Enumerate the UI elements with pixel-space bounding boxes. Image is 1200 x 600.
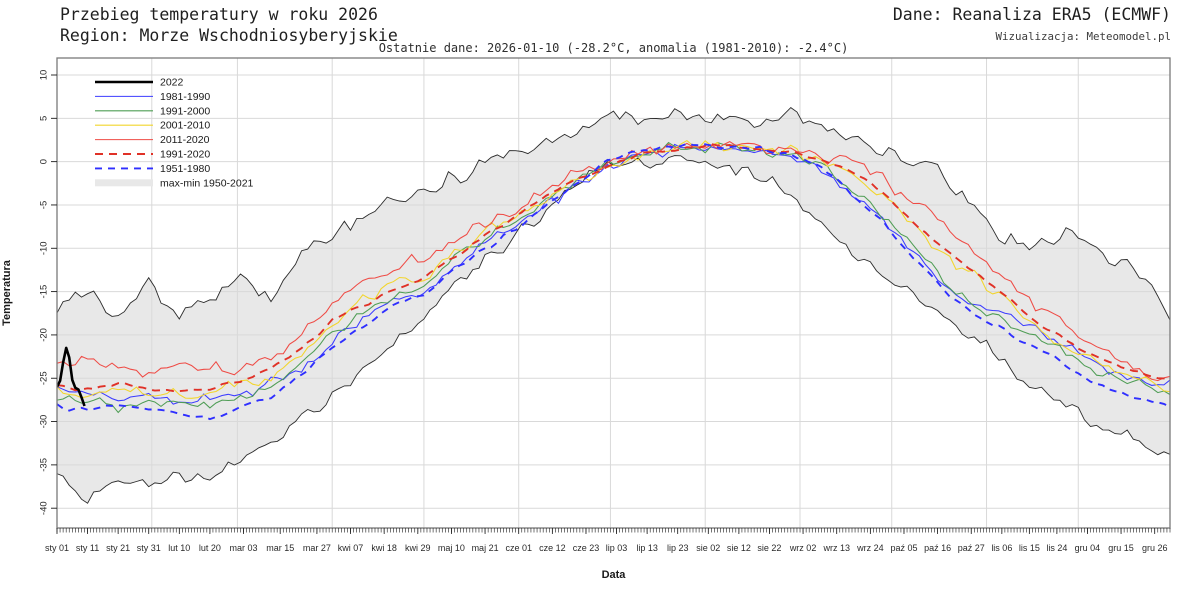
x-tick-label: kwi 18 <box>371 543 397 553</box>
legend-item-label: 1991-2000 <box>160 105 210 117</box>
y-tick-label: -10 <box>39 241 50 255</box>
y-tick-label: 0 <box>39 159 50 164</box>
y-tick-label: 10 <box>39 70 50 81</box>
y-tick-label: -5 <box>39 201 50 209</box>
x-tick-label: gru 26 <box>1142 543 1168 553</box>
max-line <box>57 107 1170 321</box>
plot-layer <box>57 58 1170 528</box>
y-tick-label: 5 <box>39 116 50 121</box>
y-tick-label: -40 <box>39 501 50 515</box>
x-tick-label: lip 13 <box>636 543 658 553</box>
x-tick-label: cze 01 <box>505 543 532 553</box>
legend-item-label: 2011-2020 <box>160 134 210 146</box>
x-tick-label: paź 16 <box>924 543 951 553</box>
y-tick-label: -30 <box>39 415 50 429</box>
x-tick-label: lut 20 <box>199 543 221 553</box>
x-tick-label: mar 27 <box>303 543 331 553</box>
x-tick-label: gru 15 <box>1108 543 1134 553</box>
series-line-2001-2010 <box>57 139 1170 399</box>
x-tick-label: kwi 07 <box>338 543 364 553</box>
y-tick-label: -25 <box>39 371 50 385</box>
x-tick-label: lis 06 <box>991 543 1012 553</box>
x-tick-label: mar 03 <box>230 543 258 553</box>
legend-item-label: 2001-2010 <box>160 120 210 132</box>
x-tick-label: sie 02 <box>696 543 720 553</box>
x-tick-label: sty 31 <box>137 543 161 553</box>
legend-item-label: 1981-1990 <box>160 91 210 103</box>
x-tick-label: lip 03 <box>606 543 628 553</box>
x-tick-label: lis 24 <box>1046 543 1067 553</box>
x-tick-label: cze 12 <box>539 543 566 553</box>
series-line-2022 <box>57 346 86 407</box>
legend-item-label: 1991-2020 <box>160 149 210 161</box>
y-tick-label: -35 <box>39 458 50 472</box>
x-tick-label: kwi 29 <box>405 543 431 553</box>
x-tick-label: sty 01 <box>45 543 69 553</box>
x-tick-label: wrz 13 <box>822 543 850 553</box>
series-line-1981-1990 <box>57 143 1170 405</box>
x-tick-label: sty 21 <box>106 543 130 553</box>
x-tick-label: wrz 24 <box>856 543 884 553</box>
x-tick-label: wrz 02 <box>789 543 817 553</box>
region-subtitle: Region: Morze Wschodniosyberyjskie <box>60 26 398 45</box>
x-tick-label: sty 11 <box>76 543 99 553</box>
maxmin-band <box>57 107 1170 504</box>
x-tick-label: sie 12 <box>727 543 751 553</box>
x-tick-label: mar 15 <box>266 543 294 553</box>
x-tick-label: paź 05 <box>890 543 917 553</box>
data-source-label: Dane: Reanaliza ERA5 (ECMWF) <box>892 5 1171 24</box>
x-tick-label: cze 23 <box>573 543 600 553</box>
last-data-note: Ostatnie dane: 2026-01-10 (-28.2°C, anom… <box>378 41 849 55</box>
x-axis-title: Data <box>601 569 626 581</box>
x-tick-label: paź 27 <box>958 543 985 553</box>
legend-item-label: 2022 <box>160 77 184 89</box>
x-tick-label: maj 21 <box>472 543 499 553</box>
series-line-2011-2020 <box>57 140 1170 382</box>
series-line-1991-2000 <box>57 141 1170 414</box>
x-tick-label: maj 10 <box>438 543 465 553</box>
x-tick-label: gru 04 <box>1075 543 1101 553</box>
x-tick-label: lip 23 <box>667 543 689 553</box>
page-title: Przebieg temperatury w roku 2026 <box>60 5 378 24</box>
x-tick-label: lut 10 <box>168 543 190 553</box>
y-tick-label: -15 <box>39 285 50 299</box>
x-tick-label: lis 15 <box>1019 543 1040 553</box>
x-tick-label: sie 22 <box>757 543 781 553</box>
legend-swatch-band <box>95 179 153 187</box>
y-tick-label: -20 <box>39 328 50 342</box>
legend-item-label: 1951-1980 <box>160 163 210 175</box>
legend-item-label: max-min 1950-2021 <box>160 177 254 189</box>
visualization-credit: Wizualizacja: Meteomodel.pl <box>995 30 1171 43</box>
